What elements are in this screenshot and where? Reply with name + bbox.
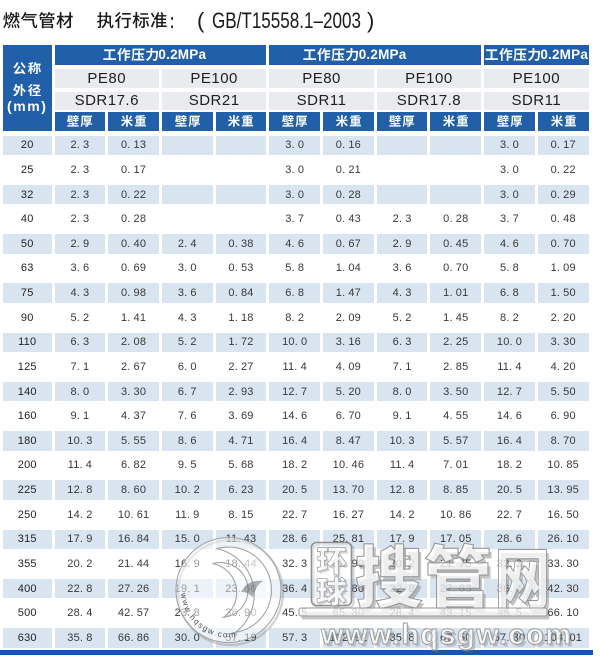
svg-text:www.hqsgw.com: www.hqsgw.com [320,619,571,651]
svg-text:www.hqsgw.com: www.hqsgw.com [323,622,574,654]
